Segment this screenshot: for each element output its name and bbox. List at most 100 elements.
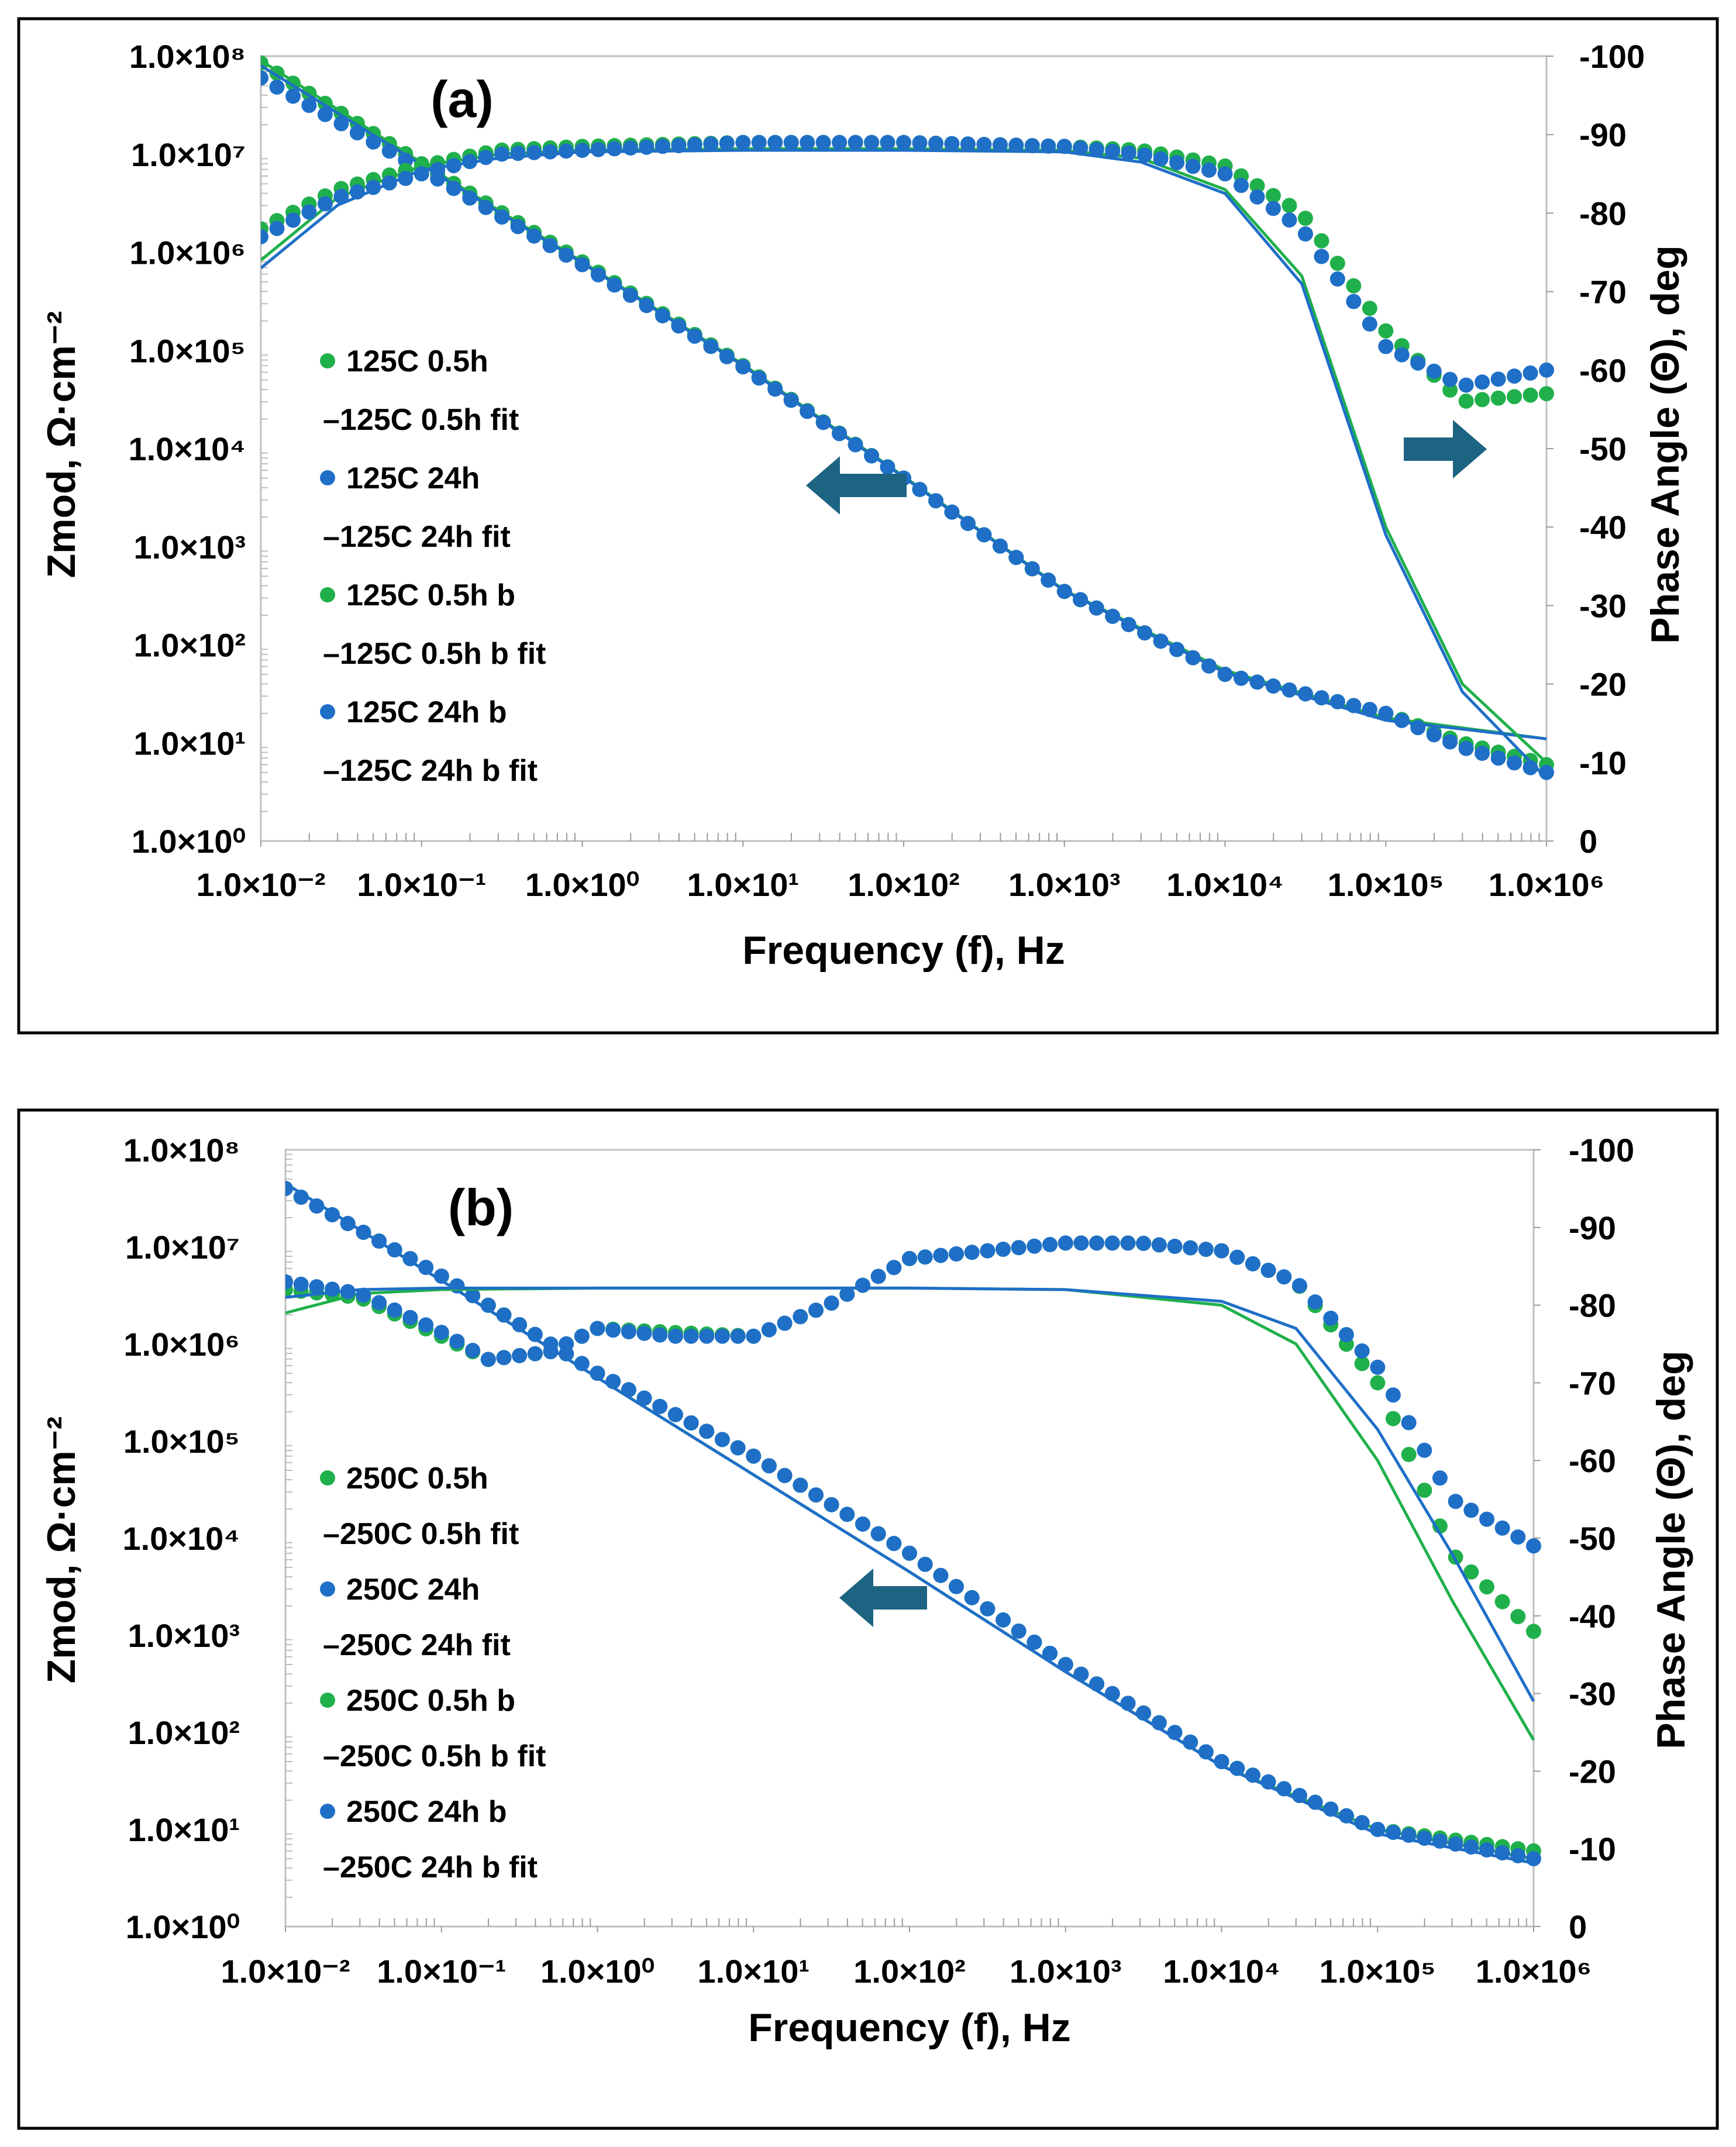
data-point <box>1526 1538 1541 1554</box>
data-point <box>1089 1235 1105 1251</box>
y-left-tick-label: 1.0×10⁸ <box>123 1132 240 1169</box>
data-point <box>636 1325 652 1341</box>
arrow-shaft <box>1404 437 1453 461</box>
y-right-tick-label: -90 <box>1579 116 1627 153</box>
x-tick-label: 1.0×10¹ <box>698 1953 810 1990</box>
data-point <box>478 150 494 166</box>
x-tick-label: 1.0×10⁻¹ <box>377 1953 506 1990</box>
y-left-tick-label: 1.0×10³ <box>128 1617 240 1654</box>
data-point <box>261 229 268 244</box>
data-point <box>880 135 895 150</box>
y-left-tick-label: 1.0×10⁴ <box>128 430 246 467</box>
data-point <box>1523 365 1538 381</box>
chart-panel-a: 1.0×10⁻² 1.0×10⁻¹ 1.0×10⁰ 1.0×10¹ 1.0×10² 1.0… <box>39 38 1687 973</box>
data-point <box>735 135 751 150</box>
y-right-tick-label: -20 <box>1569 1753 1616 1790</box>
arrow-head <box>1453 420 1487 478</box>
data-point <box>870 1269 886 1284</box>
data-point <box>465 1288 481 1304</box>
data-point <box>917 1556 933 1572</box>
legend-marker <box>320 1693 335 1708</box>
data-point <box>1105 143 1121 159</box>
x-tick-label: 1.0×10³ <box>1008 866 1121 903</box>
data-point <box>964 1245 980 1260</box>
data-point <box>992 137 1008 153</box>
data-point <box>761 1322 777 1338</box>
data-point <box>1073 140 1089 156</box>
data-point <box>949 1579 964 1594</box>
series-group <box>285 1181 1541 1866</box>
data-point <box>777 1467 793 1483</box>
data-point <box>1042 1645 1058 1661</box>
data-point <box>591 142 606 157</box>
data-point <box>480 1352 496 1367</box>
data-point <box>371 1295 387 1311</box>
data-point <box>607 141 622 157</box>
y-left-tick-label: 1.0×10¹ <box>134 725 246 761</box>
data-point <box>496 1350 512 1366</box>
data-point <box>1490 390 1506 406</box>
y-left-tick-label: 1.0×10⁵ <box>129 332 246 369</box>
data-point <box>1510 1529 1526 1545</box>
arrow-head <box>839 1569 873 1627</box>
data-point <box>855 1516 870 1532</box>
data-point <box>933 1567 949 1583</box>
legend-marker <box>320 704 335 719</box>
data-point <box>671 138 687 153</box>
legend-label: 125C 0.5h b <box>346 578 515 612</box>
arrow-shaft <box>873 1586 927 1610</box>
data-point <box>1394 347 1410 363</box>
x-tick-label: 1.0×10³ <box>1010 1953 1122 1990</box>
data-point <box>839 1286 855 1302</box>
data-point <box>449 1333 465 1349</box>
data-point <box>543 1344 559 1360</box>
x-tick-label: 1.0×10¹ <box>687 866 800 903</box>
data-point <box>683 1328 699 1344</box>
data-point <box>446 181 461 197</box>
legend-label: –250C 0.5h b fit <box>323 1739 546 1773</box>
data-point <box>317 196 333 212</box>
data-point <box>542 144 558 160</box>
data-point <box>1137 147 1153 163</box>
data-point <box>808 1302 824 1318</box>
y-left-tick-label: 1.0×10² <box>134 627 246 664</box>
y-right-tick-label: -30 <box>1569 1676 1616 1712</box>
data-point <box>1494 1594 1510 1610</box>
data-point <box>1041 138 1056 154</box>
data-point <box>269 79 285 95</box>
legend-label: 125C 0.5h <box>346 344 488 378</box>
data-point <box>746 1328 762 1344</box>
y-right-tick-label: -60 <box>1569 1442 1616 1479</box>
data-point <box>1249 178 1265 194</box>
legend-label: –250C 0.5h fit <box>323 1517 519 1551</box>
x-axis-title: Frequency (f), Hz <box>748 2005 1071 2050</box>
data-point <box>683 1415 699 1431</box>
data-point <box>1432 1470 1448 1486</box>
data-point <box>387 1302 402 1318</box>
data-point <box>462 190 478 206</box>
y-right-tick-label: -40 <box>1569 1598 1616 1635</box>
y-left-tick-label: 1.0×10⁶ <box>129 235 246 271</box>
legend-marker <box>320 587 335 602</box>
legend-marker <box>320 1581 335 1597</box>
data-point <box>730 1328 746 1344</box>
data-point <box>832 135 848 150</box>
y-right-tick-label: -90 <box>1569 1209 1616 1246</box>
data-point <box>1151 1237 1167 1253</box>
data-point <box>960 136 976 152</box>
data-point <box>912 135 928 151</box>
data-point <box>1346 294 1362 309</box>
data-point <box>652 1398 668 1414</box>
data-point <box>808 1487 824 1503</box>
data-point <box>980 1601 996 1617</box>
data-point <box>839 1507 855 1522</box>
x-tick-label: 1.0×10⁶ <box>1489 866 1605 903</box>
legend-label: –125C 0.5h fit <box>323 403 519 437</box>
data-point <box>1024 138 1040 153</box>
y-right-tick-label: -60 <box>1579 352 1627 389</box>
data-point <box>1153 151 1169 167</box>
data-point <box>933 1247 949 1263</box>
data-point <box>1297 226 1313 242</box>
